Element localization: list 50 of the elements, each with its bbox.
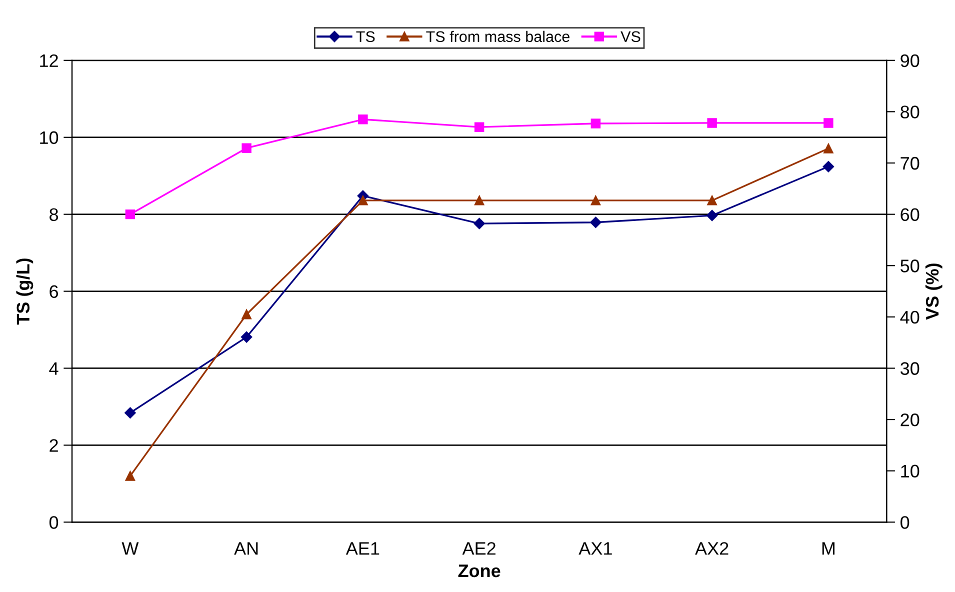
y2-tick-label: 80: [900, 106, 920, 118]
y-axis-title: TS (g/L): [16, 258, 34, 325]
point: [125, 471, 136, 481]
legend-label: TS: [356, 31, 375, 42]
point: [242, 309, 252, 320]
point: [706, 210, 718, 222]
y-tick-label: 0: [49, 516, 58, 529]
legend-label: TS from mass balace: [426, 30, 570, 42]
point: [240, 331, 252, 343]
point: [824, 144, 834, 154]
point: [125, 209, 136, 220]
y2-tick-label: 40: [900, 310, 920, 324]
point: [822, 160, 834, 172]
point: [590, 118, 601, 128]
y2-tick-label: 60: [900, 208, 920, 222]
x-axis-title: Zone: [458, 564, 500, 578]
y-tick-label: 12: [40, 54, 58, 67]
point: [824, 118, 834, 128]
y-tick-label: 4: [49, 362, 58, 375]
y2-tick-label: 30: [900, 362, 920, 375]
point: [474, 122, 484, 132]
point: [242, 143, 252, 153]
point: [590, 216, 602, 228]
point: [590, 196, 601, 206]
point: [707, 196, 717, 206]
legend-label: VS: [620, 31, 640, 42]
y2-axis-title: VS (%): [925, 264, 942, 320]
y2-tick-label: 0: [900, 516, 910, 529]
y-tick-label: 10: [40, 131, 58, 144]
y2-tick-label: 50: [900, 260, 920, 272]
x-tick-label: AE1: [346, 542, 380, 555]
x-tick-label: AX1: [578, 542, 612, 555]
x-tick-label: AX2: [695, 542, 728, 555]
point: [358, 114, 368, 124]
x-tick-label: AN: [234, 542, 258, 555]
point: [358, 196, 368, 206]
y-tick-label: 2: [50, 439, 58, 452]
y-tick-label: 6: [50, 285, 58, 298]
y2-tick-label: 70: [900, 156, 920, 170]
point: [124, 407, 136, 418]
y2-tick-label: 20: [900, 413, 920, 426]
point: [474, 218, 485, 230]
x-tick-label: M: [822, 542, 834, 555]
point: [707, 118, 717, 128]
y2-tick-label: 10: [901, 464, 920, 478]
y-tick-label: 8: [50, 208, 58, 222]
y2-tick-label: 90: [900, 54, 920, 68]
x-tick-label: AE2: [462, 542, 496, 555]
x-tick-label: W: [122, 542, 139, 555]
point: [474, 196, 484, 206]
